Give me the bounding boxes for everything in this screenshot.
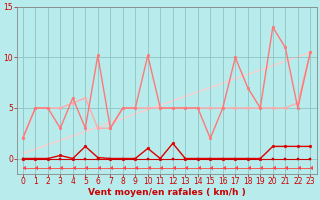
X-axis label: Vent moyen/en rafales ( km/h ): Vent moyen/en rafales ( km/h ) xyxy=(88,188,245,197)
